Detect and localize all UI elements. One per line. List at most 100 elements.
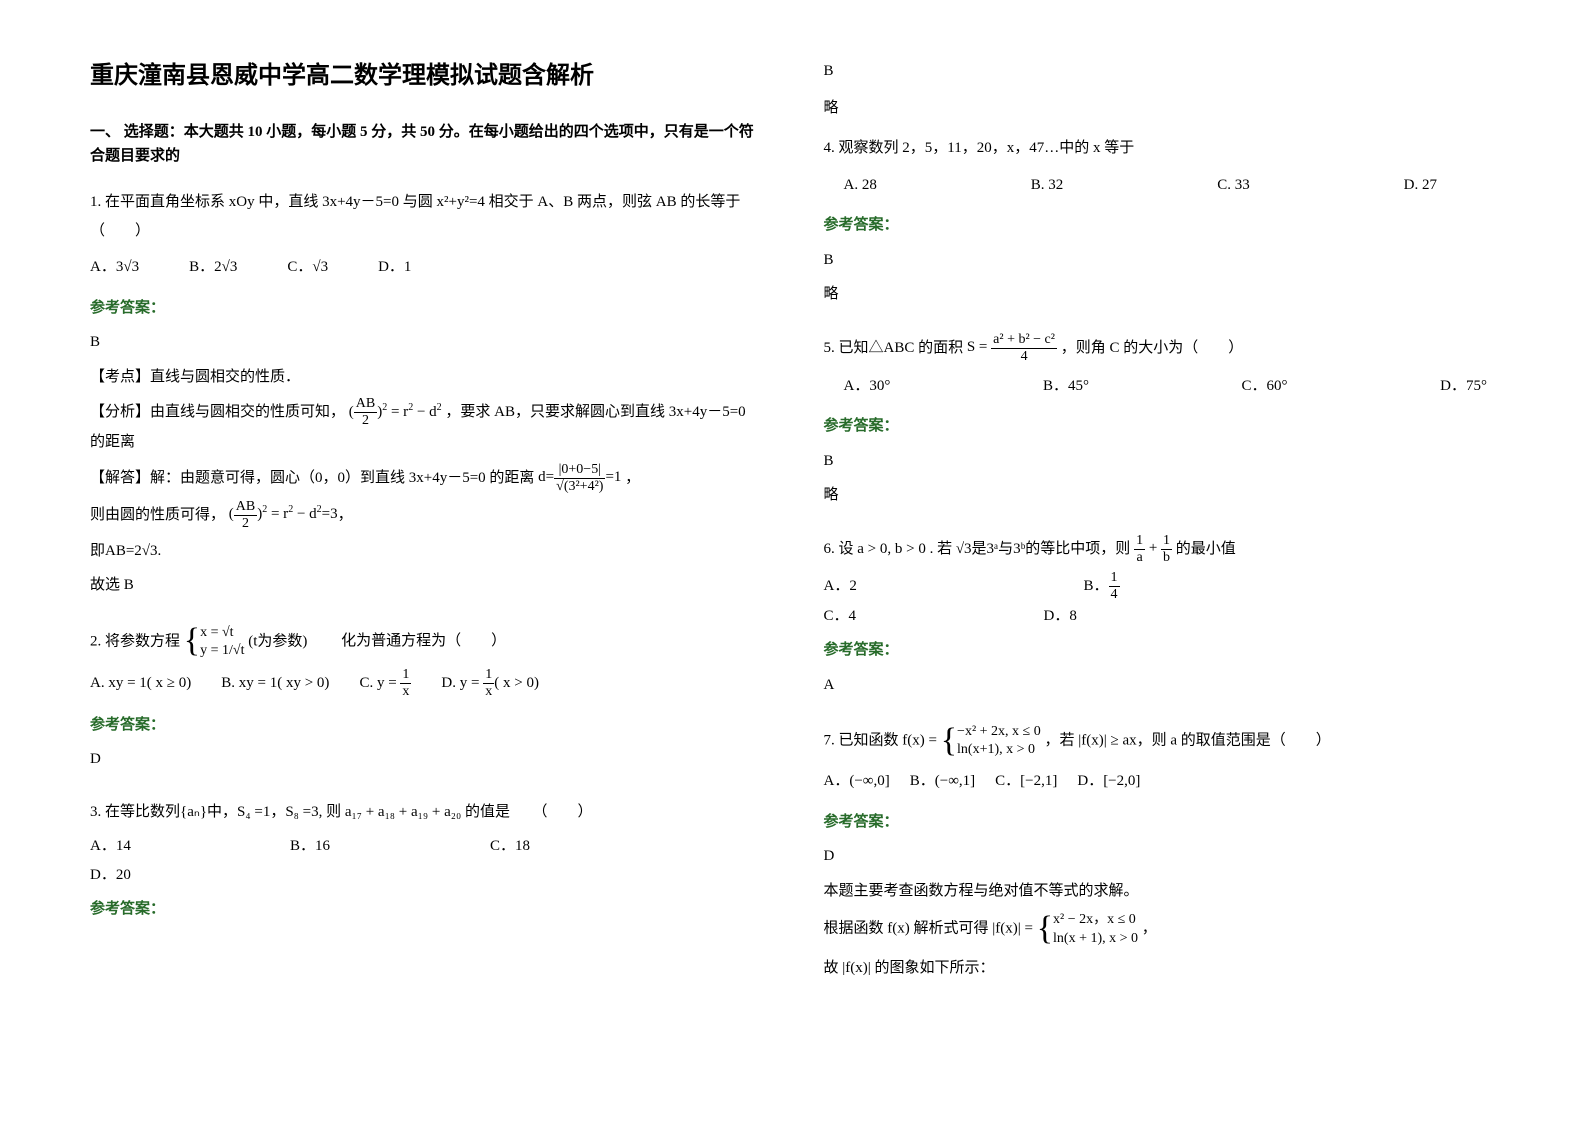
q3-stem: 3. 在等比数列{aₙ}中，S₄ =1，S₈ =3, 则 a₁₇ + a₁₈ +… xyxy=(90,798,764,827)
q1-ze-pre: 则由圆的性质可得， xyxy=(90,506,225,522)
q1-options: A．3√3 B．2√3 C．√3 D．1 xyxy=(90,253,764,282)
q5-opt-d: D．75° xyxy=(1440,372,1487,401)
q7-t2-pre: 根据函数 f(x) 解析式可得 xyxy=(824,921,989,937)
q6-opt-b: B．14 xyxy=(1084,571,1344,602)
q5-stem: 5. 已知△ABC 的面积 S = a² + b² − c²4 ，则角 C 的大… xyxy=(824,333,1498,364)
q2-br-bot: y = 1/√t xyxy=(200,642,244,660)
q7-t2-b2: ln(x + 1), x > 0 xyxy=(1053,930,1138,948)
q7-opt-d: D．[−2,0] xyxy=(1077,767,1140,796)
answer-label: 参考答案： xyxy=(90,895,764,924)
q4-answer: B xyxy=(824,246,1498,275)
q1-jd-l: d= xyxy=(538,469,554,485)
q7-stem: 7. 已知函数 f(x) = { −x² + 2x, x ≤ 0 ln(x+1)… xyxy=(824,723,1498,759)
q4-opt-a: A. 28 xyxy=(844,171,877,200)
q7-br2: ln(x+1), x > 0 xyxy=(957,741,1041,759)
q7-stem-pre: 7. 已知函数 xyxy=(824,733,903,749)
answer-label: 参考答案： xyxy=(90,711,764,740)
section-heading: 一、 选择题：本大题共 10 小题，每小题 5 分，共 50 分。在每小题给出的… xyxy=(90,120,764,168)
q1-ze: 则由圆的性质可得， (AB2)2 = r2 − d2=3， xyxy=(90,500,764,531)
question-3: 3. 在等比数列{aₙ}中，S₄ =1，S₈ =3, 则 a₁₇ + a₁₈ +… xyxy=(90,792,764,930)
q1-jd-num: |0+0−5| xyxy=(554,463,605,479)
q6-stem: 6. 设 a > 0, b > 0 . 若 √3是3ᵃ与3ᵇ的等比中项，则 1a… xyxy=(824,534,1498,565)
q5-stem-post: ，则角 C 的大小为（ ） xyxy=(1061,339,1244,355)
q3-opt-a: A．14 xyxy=(90,832,290,861)
q4-lue: 略 xyxy=(824,280,1498,309)
q2-optd-pre: D. xyxy=(441,675,459,691)
q7-t2-brace: { x² − 2x，x ≤ 0 ln(x + 1), x > 0 xyxy=(1037,911,1138,947)
q5-lue: 略 xyxy=(824,481,1498,510)
q4-options: A. 28 B. 32 C. 33 D. 27 xyxy=(844,171,1438,200)
q5-answer: B xyxy=(824,447,1498,476)
answer-label: 参考答案： xyxy=(824,211,1498,240)
q5-stem-pre: 5. 已知△ABC 的面积 xyxy=(824,339,964,355)
q7-opt-b: B．(−∞,1] xyxy=(910,767,975,796)
q7-br1: −x² + 2x, x ≤ 0 xyxy=(957,723,1041,741)
q1-jieda: 【解答】解：由题意可得，圆心（0，0）到直线 3x+4y－5=0 的距离 d=|… xyxy=(90,463,764,494)
q1-opt-d: D．1 xyxy=(378,253,411,282)
q1-opt-b: B．2√3 xyxy=(189,253,237,282)
q2-answer: D xyxy=(90,745,764,774)
q7-t2-eq: |f(x)| = xyxy=(992,921,1033,937)
q1-ji: 即AB=2√3. xyxy=(90,537,764,566)
question-7: 7. 已知函数 f(x) = { −x² + 2x, x ≤ 0 ln(x+1)… xyxy=(824,717,1498,988)
q1-jd-den: √(3²+4²) xyxy=(554,479,605,494)
q7-t3: 故 |f(x)| 的图象如下所示： xyxy=(824,954,1498,983)
q6-stem-pre: 6. 设 a > 0, b > 0 . 若 xyxy=(824,540,956,556)
q6-cond: √3是3ᵃ与3ᵇ的等比中项，则 xyxy=(956,540,1134,556)
q1-opt-c: C．√3 xyxy=(287,253,328,282)
q6-options: A．2 B．14 C．4 D．8 xyxy=(824,571,1498,631)
q2-opt-a: A. xy = 1( x ≥ 0) xyxy=(90,669,191,698)
q6-opt-c: C．4 xyxy=(824,602,984,631)
q2-options: A. xy = 1( x ≥ 0) B. xy = 1( xy > 0) C. … xyxy=(90,668,764,699)
q5-opt-a: A．30° xyxy=(844,372,891,401)
q1-answer: B xyxy=(90,328,764,357)
q4-opt-d: D. 27 xyxy=(1404,171,1437,200)
q5-opt-b: B．45° xyxy=(1043,372,1089,401)
q6-opt-a: A．2 xyxy=(824,572,1084,601)
q4-stem: 4. 观察数列 2，5，11，20，x，47…中的 x 等于 xyxy=(824,134,1498,163)
answer-label: 参考答案： xyxy=(824,808,1498,837)
q5-s-den: 4 xyxy=(991,349,1057,364)
q7-opt-c: C．[−2,1] xyxy=(995,767,1057,796)
left-brace-icon: { xyxy=(184,626,200,657)
q5-opt-c: C．60° xyxy=(1242,372,1288,401)
q2-opt-c: C. y = 1x xyxy=(359,668,411,699)
q1-stem: 1. 在平面直角坐标系 xOy 中，直线 3x+4y－5=0 与圆 x²+y²=… xyxy=(90,188,764,245)
q1-fenxi: 【分析】由直线与圆相交的性质可知， (AB2)2 = r2 − d2 ，要求 A… xyxy=(90,397,764,457)
q2-optc-math: y = 1x xyxy=(377,675,411,691)
q1-kaodian: 【考点】直线与圆相交的性质． xyxy=(90,363,764,392)
q2-stem-pre: 2. 将参数方程 xyxy=(90,633,180,649)
q2-optc-pre: C. xyxy=(359,675,377,691)
question-6: 6. 设 a > 0, b > 0 . 若 √3是3ᵃ与3ᵇ的等比中项，则 1a… xyxy=(824,528,1498,706)
q7-t2-tail: ， xyxy=(1142,921,1157,937)
q7-brace-block: { −x² + 2x, x ≤ 0 ln(x+1), x > 0 xyxy=(941,723,1041,759)
q1-jd-pre: 【解答】解：由题意可得，圆心（0，0）到直线 3x+4y－5=0 的距离 xyxy=(90,469,534,485)
q1-opt-a: A．3√3 xyxy=(90,253,139,282)
answer-label: 参考答案： xyxy=(824,636,1498,665)
q1-ze-math: (AB2)2 = r2 − d2=3 xyxy=(229,506,338,522)
q1-jd-r: =1 xyxy=(605,469,621,485)
q3-opt-c: C．18 xyxy=(490,832,690,861)
left-brace-icon: { xyxy=(1037,914,1053,945)
q6-tail-math: 1a + 1b xyxy=(1134,540,1172,556)
q7-mid: ，若 |f(x)| ≥ ax，则 a 的取值范围是（ ） xyxy=(1044,733,1330,749)
q2-br-note: (t为参数) xyxy=(248,633,307,649)
q7-opt-a: A．(−∞,0] xyxy=(824,767,890,796)
q5-options: A．30° B．45° C．60° D．75° xyxy=(844,372,1488,401)
q2-optd-math: y = 1x( x > 0) xyxy=(460,675,539,691)
q2-opt-b: B. xy = 1( xy > 0) xyxy=(221,669,329,698)
question-5: 5. 已知△ABC 的面积 S = a² + b² − c²4 ，则角 C 的大… xyxy=(824,327,1498,516)
q5-s-num: a² + b² − c² xyxy=(991,333,1057,349)
q4-opt-c: C. 33 xyxy=(1217,171,1250,200)
q7-t2-b1: x² − 2x，x ≤ 0 xyxy=(1053,911,1138,929)
q1-fx-math: (AB2)2 = r2 − d2 xyxy=(349,404,442,420)
q6-tail-r: 的最小值 xyxy=(1176,540,1236,556)
q1-jd-math: d=|0+0−5|√(3²+4²)=1 xyxy=(538,469,625,485)
answer-label: 参考答案： xyxy=(90,294,764,323)
q6-answer: A xyxy=(824,671,1498,700)
left-brace-icon: { xyxy=(941,726,957,757)
q2-br-top: x = √t xyxy=(200,624,244,642)
question-2: 2. 将参数方程 { x = √t y = 1/√t (t为参数) 化为普通方程… xyxy=(90,618,764,780)
q7-feq: f(x) = xyxy=(902,733,937,749)
q4-opt-b: B. 32 xyxy=(1031,171,1064,200)
